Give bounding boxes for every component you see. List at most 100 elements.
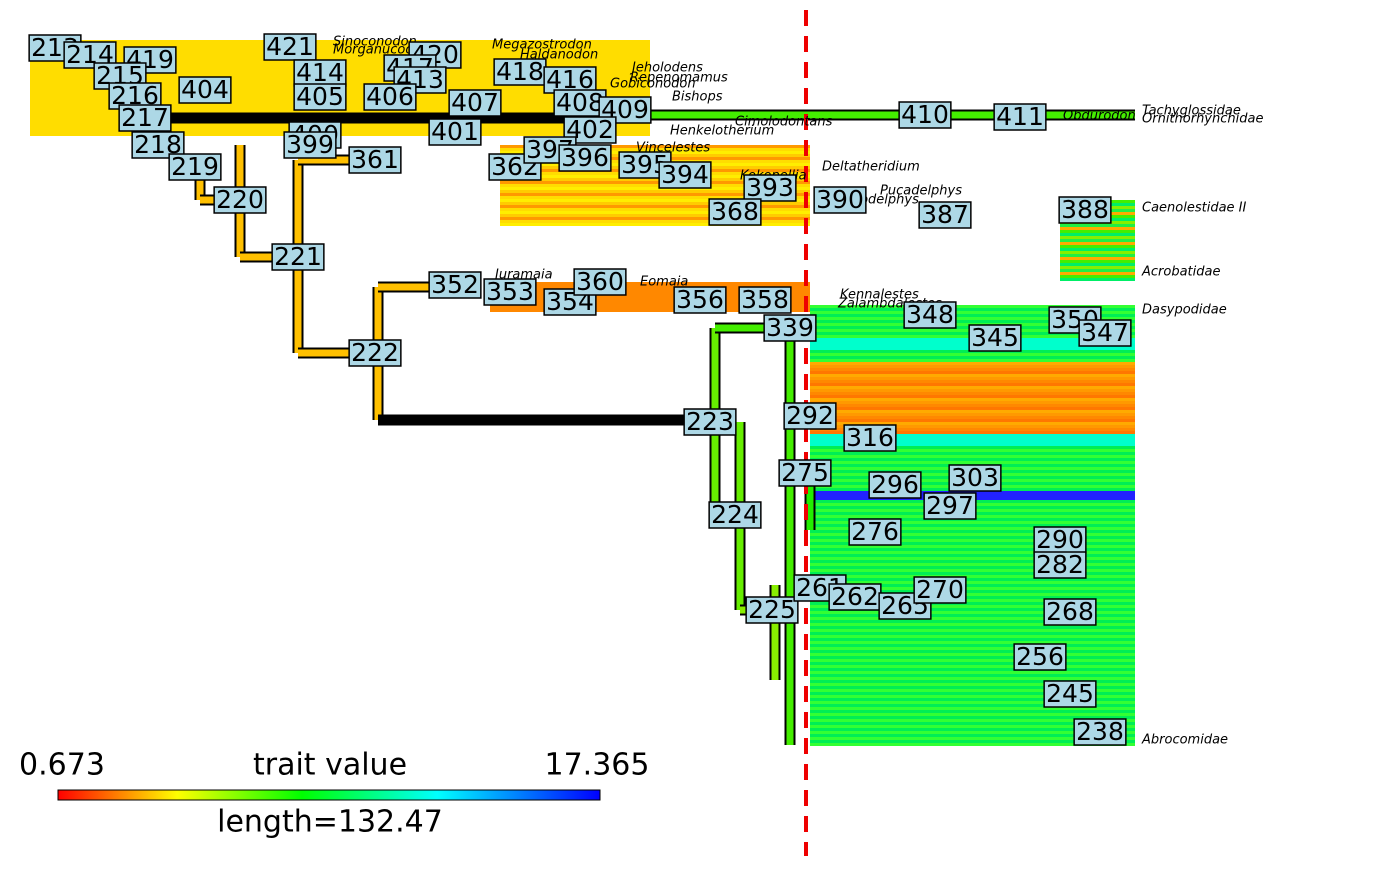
clade-stripe (490, 288, 810, 291)
node-label: 219 (171, 152, 219, 181)
node-box (263, 33, 317, 61)
clade-stripe (30, 55, 650, 58)
node-box (168, 153, 222, 181)
clade-stripe (500, 181, 810, 184)
clade-stripe (1060, 269, 1135, 272)
node-label: 394 (661, 160, 709, 189)
node-box (993, 103, 1047, 131)
clade-stripe (810, 353, 1135, 356)
clade-stripe (810, 554, 1135, 557)
node-box (918, 201, 972, 229)
tip-label: Repenomamus (630, 71, 728, 86)
clade-stripe (490, 306, 810, 309)
node-box (428, 271, 482, 299)
clade-stripe (810, 530, 1135, 533)
node-label: 387 (921, 200, 969, 229)
clade-stripe (810, 548, 1135, 551)
node-box (563, 116, 617, 144)
clade-stripe (810, 614, 1135, 617)
clade-stripe (500, 217, 810, 220)
clade-stripe (810, 590, 1135, 593)
tip-label: Kennalestes (840, 288, 919, 303)
clade-stripe (810, 743, 1135, 746)
node-label: 356 (676, 285, 724, 314)
clade-stripe (810, 665, 1135, 668)
clade-stripe (810, 701, 1135, 704)
tip-label: Deltatheridium (822, 160, 920, 175)
clade-stripe (810, 524, 1135, 527)
clade-stripe (810, 728, 1135, 731)
clade-stripe (810, 404, 1135, 407)
clade-stripe (810, 422, 1135, 425)
clade-stripe (1060, 263, 1135, 266)
node-box (283, 131, 337, 159)
clade-stripe (500, 196, 810, 199)
clade-stripe (810, 689, 1135, 692)
clade-stripe (500, 223, 810, 226)
node-box (123, 46, 177, 74)
clade-stripe (810, 428, 1135, 431)
node-box (708, 501, 762, 529)
node-box (913, 576, 967, 604)
clade-stripe (810, 557, 1135, 560)
clade-stripe (810, 584, 1135, 587)
node-box (683, 408, 737, 436)
clade-stripe (810, 458, 1135, 461)
clade-stripe (500, 208, 810, 211)
clade-stripe (500, 202, 810, 205)
clade-stripe (810, 395, 1135, 398)
clade-stripe (500, 205, 810, 208)
clade-stripe (1060, 278, 1135, 281)
tip-label: Jeholodens (629, 61, 703, 76)
node-box (948, 464, 1002, 492)
clade-stripe (810, 413, 1135, 416)
clade-stripe (810, 305, 1135, 308)
clade-stripe (810, 392, 1135, 395)
node-label: 316 (846, 423, 894, 452)
clade-stripe (810, 320, 1135, 323)
tip-label: Gobiconodon (610, 77, 696, 92)
clade-stripe (810, 608, 1135, 611)
node-box (923, 492, 977, 520)
clade-stripe (810, 602, 1135, 605)
clade-stripe (810, 674, 1135, 677)
tip-label: Eomaia (640, 275, 688, 290)
tip-label: Pucadelphys (880, 184, 962, 199)
clade-stripe (810, 314, 1135, 317)
tip-label: Cimolodontans (735, 115, 833, 130)
tip-label: Tachyglossidae (1142, 104, 1241, 119)
clade-stripe (490, 303, 810, 306)
clade-stripe (810, 431, 1135, 434)
node-box (898, 101, 952, 129)
clade-stripe (810, 596, 1135, 599)
tip-label: Morganucodon (333, 43, 430, 58)
clade-stripe (810, 605, 1135, 608)
clade-stripe (810, 374, 1135, 377)
clade-stripe (810, 527, 1135, 530)
node-box (1058, 196, 1112, 224)
clade-stripe (810, 677, 1135, 680)
node-box (271, 243, 325, 271)
clade-stripe (810, 560, 1135, 563)
clade-stripe (500, 190, 810, 193)
node-box (783, 402, 837, 430)
clade-stripe (810, 635, 1135, 638)
clade-stripe (810, 536, 1135, 539)
clade-stripe (810, 365, 1135, 368)
clade-stripe (1060, 233, 1135, 236)
clade-stripe (810, 623, 1135, 626)
clade-stripe (810, 581, 1135, 584)
tip-label: Bishops (672, 90, 723, 105)
node-label: 353 (486, 277, 534, 306)
tip-label: Henkelotherium (670, 124, 774, 139)
node-label: 399 (286, 130, 334, 159)
node-box (903, 301, 957, 329)
clade-stripe (810, 716, 1135, 719)
legend-min: 0.673 (19, 748, 105, 783)
clade-stripe (810, 416, 1135, 419)
legend-length: length=132.47 (217, 805, 443, 840)
clade-stripe (500, 220, 810, 223)
node-box (118, 104, 172, 132)
clade-stripe (810, 599, 1135, 602)
